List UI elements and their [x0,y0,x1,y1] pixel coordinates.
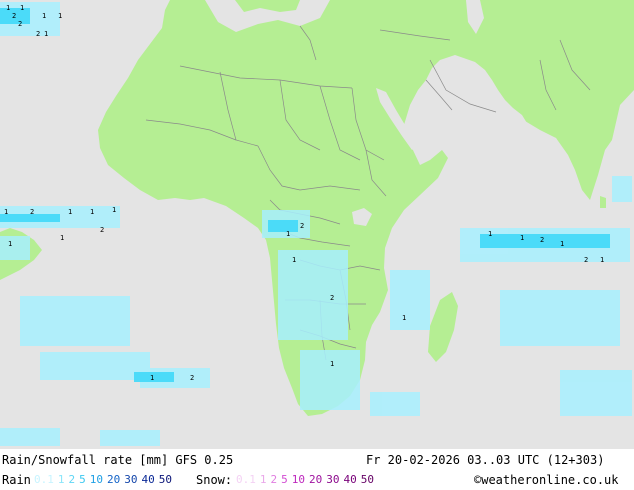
snow-legend-label: Snow: [196,473,233,487]
rain-value-label: 2 [300,222,304,230]
snow-legend-item: 40 [343,473,357,486]
persian-gulf [470,82,505,108]
rain-value-label: 2 [584,256,588,264]
caspian-sea [466,0,484,34]
rain-legend-item: 5 [79,473,86,486]
rain-legend-label: Rain [2,473,31,487]
rain-value-label: 1 [112,206,116,214]
rain-value-label: 1 [60,234,64,242]
rain-value-label: 1 [6,4,10,12]
rain-legend: 0.1 1 2 5 10 20 30 40 50 [34,473,176,486]
rain-patches-heavy [0,8,610,382]
snow-legend-item: 0.1 [236,473,256,486]
snow-legend-item: 1 [259,473,267,486]
rain-value-label: 1 [560,240,564,248]
rain-value-label: 2 [540,236,544,244]
rain-legend-item: 40 [141,473,155,486]
snow-legend-item: 30 [326,473,340,486]
rain-value-label: 1 [150,374,154,382]
rain-value-label: 1 [68,208,72,216]
rain-patches [0,2,632,446]
rain-value-label: 1 [4,208,8,216]
madagascar [428,292,458,362]
rain-legend-item: 0.1 [34,473,54,486]
credit-link[interactable]: ©weatheronline.co.uk [474,473,619,487]
rain-value-label: 1 [402,314,406,322]
rain-value-label: 2 [18,20,22,28]
rain-legend-item: 2 [68,473,76,486]
rain-value-label: 1 [44,30,48,38]
snow-legend-item: 20 [309,473,323,486]
rain-value-label: 2 [36,30,40,38]
rain-legend-item: 20 [107,473,121,486]
snow-legend-item: 50 [360,473,374,486]
forecast-datetime: Fr 20-02-2026 03..03 UTC (12+303) [366,453,605,467]
rain-value-label: 1 [58,12,62,20]
footer-row-2: Rain 0.1 1 2 5 10 20 30 40 50 Snow: 0.1 1 2 5 10 20 30… [0,470,634,490]
rain-value-label: 1 [90,208,94,216]
lake-victoria [352,208,372,226]
rain-legend-item: 1 [57,473,65,486]
footer-row-1: Rain/Snowfall rate [mm] GFS 0.25 Fr 20-0… [0,450,634,470]
rain-value-label: 1 [520,234,524,242]
rain-legend-item: 30 [124,473,138,486]
rain-value-label: 2 [330,294,334,302]
rain-value-label: 2 [12,12,16,20]
africa-landmass [98,0,634,416]
rain-value-label: 1 [286,230,290,238]
snow-legend-item: 10 [291,473,305,486]
rain-value-label: 2 [190,374,194,382]
rain-value-label: 1 [330,360,334,368]
snow-legend: 0.1 1 2 5 10 20 30 40 50 [236,473,378,486]
rain-value-label: 2 [100,226,104,234]
rain-value-label: 1 [600,256,604,264]
rain-value-label: 1 [8,240,12,248]
rain-value-label: 1 [42,12,46,20]
mediterranean-sea [205,0,330,32]
europe-landmass [235,0,300,12]
rain-value-label: 2 [30,208,34,216]
rain-value-label: 1 [292,256,296,264]
rain-legend-item: 10 [89,473,103,486]
rain-value-label: 1 [488,230,492,238]
map-title: Rain/Snowfall rate [mm] GFS 0.25 [2,453,234,467]
rain-legend-item: 50 [158,473,172,486]
sri-lanka [600,196,606,208]
arabian-sea [520,118,560,150]
red-sea [376,88,418,150]
snow-legend-item: 5 [281,473,288,486]
rain-value-label: 1 [20,4,24,12]
snow-legend-item: 2 [270,473,278,486]
